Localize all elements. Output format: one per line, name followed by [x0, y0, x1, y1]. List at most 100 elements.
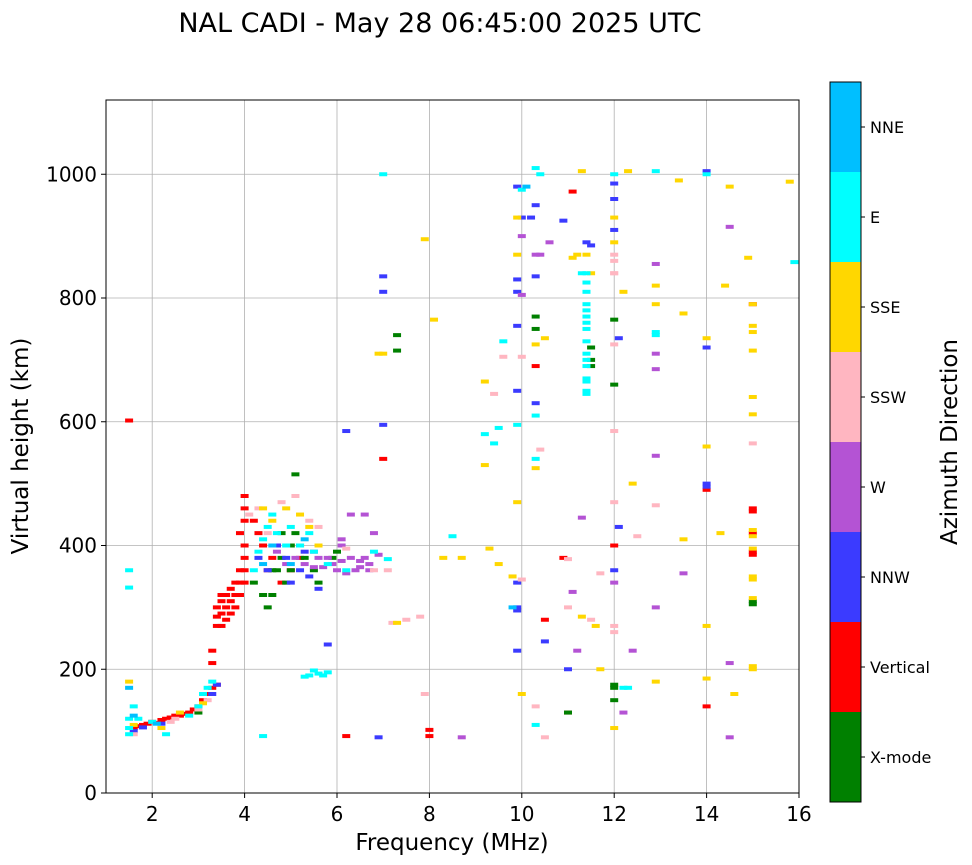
data-point — [383, 568, 392, 573]
data-point — [624, 685, 633, 690]
data-point — [393, 620, 402, 625]
data-point — [674, 178, 683, 183]
data-point — [212, 623, 221, 628]
data-point — [240, 568, 249, 573]
colorbar-tick-label: E — [870, 208, 880, 227]
data-point — [259, 562, 268, 567]
data-point — [582, 339, 591, 344]
data-point — [157, 721, 166, 726]
data-point — [217, 593, 226, 597]
data-point — [346, 512, 355, 517]
data-point — [540, 735, 549, 740]
data-point — [748, 534, 757, 539]
data-point — [513, 608, 522, 613]
data-point — [337, 558, 346, 563]
data-point — [217, 623, 226, 628]
data-point — [125, 726, 134, 731]
data-point — [323, 642, 332, 647]
data-point — [748, 599, 757, 604]
data-point — [286, 580, 295, 585]
data-point — [286, 568, 295, 573]
data-point — [379, 456, 388, 461]
data-point — [222, 605, 231, 610]
data-point — [582, 388, 591, 393]
data-point — [748, 441, 757, 446]
data-point — [309, 568, 318, 573]
data-point — [610, 342, 619, 347]
data-point — [568, 589, 577, 594]
data-point — [374, 735, 383, 740]
data-point — [217, 611, 226, 616]
data-point — [212, 682, 221, 687]
colorbar-swatch — [830, 532, 861, 622]
data-point — [254, 506, 263, 511]
data-point — [300, 537, 309, 542]
data-point — [531, 413, 540, 418]
data-point — [748, 552, 757, 557]
data-point — [272, 543, 281, 548]
data-point — [568, 255, 577, 260]
data-point — [748, 574, 757, 579]
data-point — [222, 617, 231, 622]
data-point — [249, 518, 258, 523]
data-point — [517, 577, 526, 582]
data-point — [610, 543, 619, 548]
data-point — [610, 698, 619, 703]
series-x-mode — [194, 314, 757, 715]
data-point — [633, 534, 642, 539]
data-point — [282, 555, 291, 560]
data-point — [138, 725, 147, 730]
data-point — [702, 172, 711, 177]
data-point — [499, 339, 508, 344]
data-point — [314, 543, 323, 548]
data-point — [430, 317, 439, 322]
data-point — [185, 713, 194, 718]
data-point — [203, 692, 212, 696]
data-point — [531, 314, 540, 319]
data-point — [522, 184, 531, 189]
data-point — [480, 432, 489, 437]
data-point — [143, 721, 152, 726]
data-point — [610, 382, 619, 387]
data-point — [582, 364, 591, 369]
colorbar: X-mode Vertical NNW W SSW SSE E NNE — [829, 81, 931, 803]
data-point — [245, 512, 254, 517]
data-point — [129, 713, 138, 718]
data-point — [369, 531, 378, 536]
data-point — [702, 444, 711, 449]
data-point — [254, 555, 263, 560]
data-point — [369, 549, 378, 554]
data-point — [582, 351, 591, 356]
data-point — [300, 555, 309, 560]
data-point — [628, 648, 637, 653]
data-point — [517, 292, 526, 297]
data-point — [296, 568, 305, 573]
data-point — [420, 237, 429, 242]
data-point — [356, 565, 365, 570]
data-point — [540, 336, 549, 341]
data-point — [651, 605, 660, 610]
data-point — [425, 727, 434, 732]
series-ssw — [129, 252, 757, 740]
data-point — [323, 555, 332, 560]
data-point — [513, 422, 522, 427]
data-point — [282, 562, 291, 567]
data-point — [286, 524, 295, 529]
data-point — [212, 614, 221, 619]
data-point — [379, 351, 388, 356]
data-point — [300, 674, 309, 679]
data-point — [531, 252, 540, 257]
data-point — [748, 509, 757, 514]
data-point — [651, 330, 660, 335]
data-point — [610, 429, 619, 434]
data-points — [125, 166, 799, 740]
data-point — [125, 568, 134, 573]
data-point — [513, 277, 522, 282]
data-point — [175, 710, 184, 715]
data-point — [651, 367, 660, 372]
data-point — [587, 271, 596, 276]
data-point — [748, 531, 757, 536]
data-point — [725, 735, 734, 740]
data-point — [240, 580, 249, 585]
data-point — [277, 531, 286, 536]
